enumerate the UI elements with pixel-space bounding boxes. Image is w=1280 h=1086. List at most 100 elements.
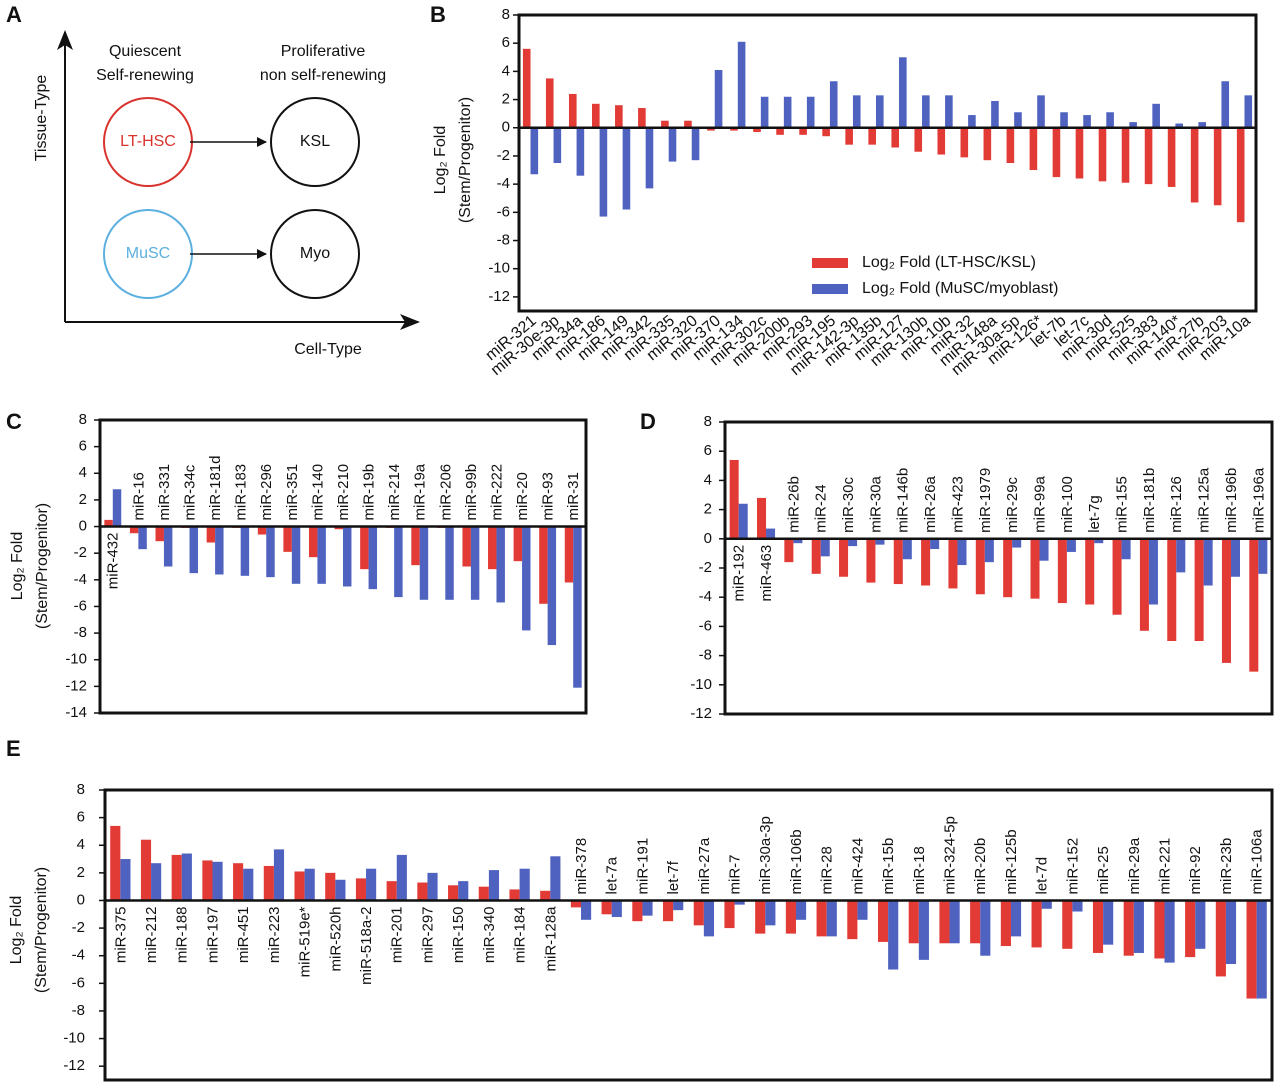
bar bbox=[783, 96, 792, 128]
y-tick-label: 0 bbox=[79, 518, 87, 535]
bar bbox=[478, 886, 489, 901]
bar bbox=[470, 526, 480, 600]
bar bbox=[386, 881, 397, 901]
x-tick-label: miR-24 bbox=[813, 484, 830, 532]
bar bbox=[266, 526, 275, 578]
x-tick-label: miR-520h bbox=[327, 906, 344, 971]
bar bbox=[448, 885, 459, 901]
x-tick-label: miR-223 bbox=[266, 906, 283, 963]
bar bbox=[215, 526, 224, 575]
bar bbox=[1083, 115, 1091, 128]
x-tick-label: miR-28 bbox=[819, 846, 836, 894]
bar bbox=[1037, 95, 1045, 128]
x-tick-label: miR-29a bbox=[1126, 837, 1143, 894]
x-tick-label: miR-152 bbox=[1064, 838, 1081, 895]
bar bbox=[1072, 900, 1083, 912]
bar bbox=[1244, 95, 1253, 128]
bar bbox=[396, 854, 407, 901]
bar bbox=[714, 69, 723, 128]
bar bbox=[545, 78, 554, 128]
bar bbox=[1014, 112, 1022, 128]
bar bbox=[611, 900, 622, 918]
bar bbox=[829, 81, 838, 128]
bar bbox=[419, 526, 429, 600]
bar bbox=[642, 900, 653, 916]
bar bbox=[1139, 538, 1149, 631]
bar bbox=[488, 526, 497, 570]
bar bbox=[1085, 538, 1095, 605]
bar bbox=[922, 95, 930, 128]
bar bbox=[734, 900, 745, 905]
x-tick-label: miR-93 bbox=[540, 472, 557, 520]
plot-frame bbox=[98, 418, 588, 715]
node bbox=[270, 209, 360, 299]
bar bbox=[1144, 127, 1153, 185]
y-axis-label: (Stem/Progenitor) bbox=[34, 503, 51, 629]
bar bbox=[1031, 900, 1042, 948]
bar bbox=[784, 538, 794, 563]
y-tick-label: 2 bbox=[502, 91, 510, 108]
bar bbox=[760, 96, 769, 128]
x-tick-label: miR-27a bbox=[696, 837, 713, 894]
bar bbox=[1185, 900, 1196, 958]
x-tick-label: miR-140 bbox=[309, 464, 326, 521]
y-tick-label: -8 bbox=[497, 231, 510, 248]
bar bbox=[1052, 127, 1061, 178]
bar bbox=[1236, 127, 1245, 223]
diagram: A Tissue-Type Cell-Type Quiescent Self-r… bbox=[6, 2, 420, 358]
x-tick-label: miR-192 bbox=[731, 545, 748, 602]
bar bbox=[394, 526, 403, 598]
y-tick-label: 4 bbox=[79, 464, 87, 481]
x-tick-label: miR-26a bbox=[922, 475, 939, 532]
bar bbox=[1039, 538, 1049, 561]
x-tick-label: miR-221 bbox=[1156, 838, 1173, 895]
y-tick-label: 0 bbox=[502, 119, 510, 136]
x-tick-label: let-7d bbox=[1034, 857, 1051, 895]
bar bbox=[811, 538, 821, 574]
bar bbox=[1106, 112, 1114, 128]
panel-label: B bbox=[430, 2, 446, 27]
bar bbox=[564, 526, 574, 583]
bar bbox=[1194, 538, 1204, 641]
bar bbox=[668, 127, 677, 162]
bar bbox=[684, 120, 692, 128]
x-tick-label: miR-201 bbox=[389, 906, 406, 963]
bar bbox=[417, 882, 428, 901]
bar bbox=[581, 900, 592, 920]
node bbox=[270, 97, 360, 187]
bar bbox=[355, 878, 367, 901]
bar bbox=[991, 100, 999, 128]
bar bbox=[202, 860, 213, 901]
bar bbox=[663, 900, 674, 922]
bar bbox=[857, 900, 868, 920]
y-tick-label: -12 bbox=[65, 677, 87, 694]
bar bbox=[325, 872, 336, 901]
bar bbox=[1246, 900, 1257, 999]
y-tick-label: -4 bbox=[497, 175, 510, 192]
bar bbox=[509, 889, 520, 901]
bar bbox=[263, 865, 274, 901]
bar bbox=[462, 526, 471, 567]
bar bbox=[273, 849, 285, 901]
bar bbox=[960, 127, 969, 158]
bar bbox=[1057, 538, 1067, 604]
x-tick-label: miR-30c bbox=[840, 476, 857, 532]
y-tick-label: 4 bbox=[502, 62, 510, 79]
bar bbox=[458, 881, 469, 901]
x-tick-label: miR-519e* bbox=[297, 906, 314, 977]
bar bbox=[1092, 900, 1104, 953]
bar bbox=[1066, 538, 1076, 552]
bar bbox=[592, 103, 600, 128]
bar bbox=[776, 127, 784, 135]
bar bbox=[765, 900, 776, 926]
bar bbox=[1167, 538, 1177, 641]
x-tick-label: miR-214 bbox=[386, 464, 403, 521]
bar bbox=[110, 825, 121, 901]
x-tick-label: miR-29c bbox=[1004, 476, 1021, 532]
y-tick-label: -2 bbox=[699, 559, 712, 576]
bar bbox=[945, 95, 953, 128]
y-axis-label: (Stem/Progenitor) bbox=[457, 97, 474, 223]
y-tick-label: -12 bbox=[690, 705, 712, 722]
bar bbox=[308, 526, 318, 558]
bar bbox=[181, 853, 192, 901]
